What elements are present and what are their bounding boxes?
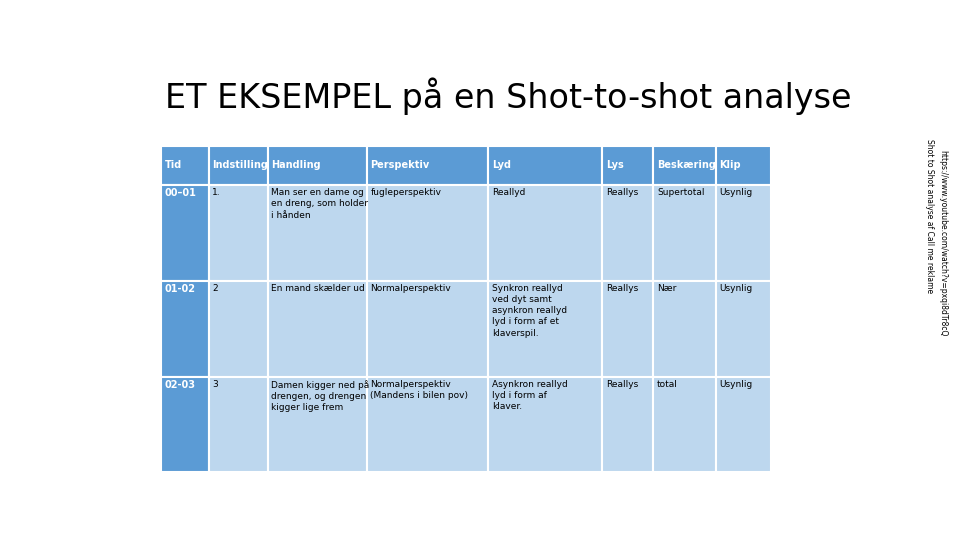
- FancyBboxPatch shape: [161, 281, 208, 376]
- Text: En mand skælder ud: En mand skælder ud: [272, 284, 365, 293]
- Text: Reallys: Reallys: [606, 380, 637, 389]
- Text: Reallys: Reallys: [606, 188, 637, 198]
- Text: Asynkron reallyd
lyd i form af
klaver.: Asynkron reallyd lyd i form af klaver.: [492, 380, 567, 411]
- FancyBboxPatch shape: [654, 376, 716, 472]
- Text: Indstilling: Indstilling: [212, 160, 268, 171]
- FancyBboxPatch shape: [367, 185, 488, 281]
- FancyBboxPatch shape: [488, 281, 602, 376]
- FancyBboxPatch shape: [716, 281, 771, 376]
- Text: Handling: Handling: [272, 160, 321, 171]
- FancyBboxPatch shape: [602, 185, 654, 281]
- Text: Man ser en dame og
en dreng, som holder
i hånden: Man ser en dame og en dreng, som holder …: [272, 188, 369, 220]
- FancyBboxPatch shape: [208, 376, 268, 472]
- Text: Perspektiv: Perspektiv: [371, 160, 430, 171]
- Text: Reallyd: Reallyd: [492, 188, 525, 198]
- FancyBboxPatch shape: [488, 185, 602, 281]
- FancyBboxPatch shape: [268, 281, 367, 376]
- FancyBboxPatch shape: [208, 185, 268, 281]
- Text: 1.: 1.: [212, 188, 221, 198]
- FancyBboxPatch shape: [367, 146, 488, 185]
- Text: Tid: Tid: [165, 160, 181, 171]
- Text: 02-03: 02-03: [165, 380, 196, 390]
- Text: Normalperspektiv: Normalperspektiv: [371, 284, 451, 293]
- FancyBboxPatch shape: [488, 376, 602, 472]
- Text: Usynlig: Usynlig: [720, 380, 753, 389]
- Text: 3: 3: [212, 380, 218, 389]
- Text: Beskæring: Beskæring: [657, 160, 716, 171]
- Text: Usynlig: Usynlig: [720, 188, 753, 198]
- Text: ET EKSEMPEL på en Shot-to-shot analyse: ET EKSEMPEL på en Shot-to-shot analyse: [165, 77, 852, 115]
- Text: Lys: Lys: [606, 160, 623, 171]
- FancyBboxPatch shape: [716, 146, 771, 185]
- Text: Normalperspektiv
(Mandens i bilen pov): Normalperspektiv (Mandens i bilen pov): [371, 380, 468, 400]
- Text: https://www.youtube.com/watch?v=pxqi8dTr8cQ: https://www.youtube.com/watch?v=pxqi8dTr…: [938, 150, 948, 336]
- Text: Damen kigger ned på
drengen, og drengen
kigger lige frem: Damen kigger ned på drengen, og drengen …: [272, 380, 370, 412]
- FancyBboxPatch shape: [602, 281, 654, 376]
- FancyBboxPatch shape: [716, 376, 771, 472]
- FancyBboxPatch shape: [716, 185, 771, 281]
- FancyBboxPatch shape: [208, 281, 268, 376]
- FancyBboxPatch shape: [367, 376, 488, 472]
- FancyBboxPatch shape: [268, 146, 367, 185]
- FancyBboxPatch shape: [161, 185, 208, 281]
- FancyBboxPatch shape: [208, 146, 268, 185]
- Text: Nær: Nær: [657, 284, 677, 293]
- FancyBboxPatch shape: [268, 376, 367, 472]
- Text: Shot to Shot analyse af Call me reklame: Shot to Shot analyse af Call me reklame: [924, 139, 934, 293]
- FancyBboxPatch shape: [367, 281, 488, 376]
- Text: 00–01: 00–01: [165, 188, 197, 198]
- Text: 2: 2: [212, 284, 218, 293]
- Text: total: total: [657, 380, 678, 389]
- Text: Synkron reallyd
ved dyt samt
asynkron reallyd
lyd i form af et
klaverspil.: Synkron reallyd ved dyt samt asynkron re…: [492, 284, 566, 338]
- FancyBboxPatch shape: [654, 185, 716, 281]
- Text: Reallys: Reallys: [606, 284, 637, 293]
- Text: 01-02: 01-02: [165, 284, 196, 294]
- FancyBboxPatch shape: [654, 146, 716, 185]
- FancyBboxPatch shape: [654, 281, 716, 376]
- FancyBboxPatch shape: [488, 146, 602, 185]
- Text: Usynlig: Usynlig: [720, 284, 753, 293]
- FancyBboxPatch shape: [268, 185, 367, 281]
- FancyBboxPatch shape: [161, 146, 208, 185]
- Text: Klip: Klip: [720, 160, 741, 171]
- Text: Lyd: Lyd: [492, 160, 511, 171]
- Text: fugleperspektiv: fugleperspektiv: [371, 188, 442, 198]
- Text: Supertotal: Supertotal: [657, 188, 705, 198]
- FancyBboxPatch shape: [602, 376, 654, 472]
- FancyBboxPatch shape: [161, 376, 208, 472]
- FancyBboxPatch shape: [602, 146, 654, 185]
